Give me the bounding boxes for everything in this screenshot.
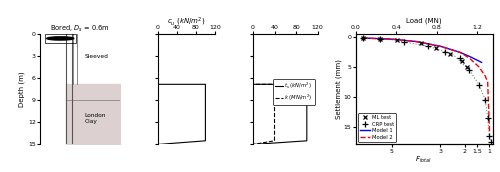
Legend: ML test, CRP test, Model 1, Model 2: ML test, CRP test, Model 1, Model 2 xyxy=(358,113,397,142)
Line: $t_s$ $(kN/m^2)$: $t_s$ $(kN/m^2)$ xyxy=(253,34,307,144)
X-axis label: $F_{total}$: $F_{total}$ xyxy=(416,155,432,165)
Title: Bored, $D_s$ = 0.6m: Bored, $D_s$ = 0.6m xyxy=(50,24,110,34)
Bar xyxy=(45,34,76,43)
Text: Sleeved: Sleeved xyxy=(84,54,108,59)
Legend: $t_s$ $(kN/m^2)$, $k$ $(MN/m^2)$: $t_s$ $(kN/m^2)$, $k$ $(MN/m^2)$ xyxy=(273,79,315,105)
$k$ $(MN/m^2)$ xyxy=(250,143,256,146)
$k$ $(MN/m^2)$ xyxy=(250,33,256,35)
Text: London
Clay: London Clay xyxy=(84,113,106,124)
Line: $k$ $(MN/m^2)$: $k$ $(MN/m^2)$ xyxy=(253,34,274,144)
$k$ $(MN/m^2)$ xyxy=(272,83,278,85)
Y-axis label: Settlement (mm): Settlement (mm) xyxy=(336,60,342,119)
$t_s$ $(kN/m^2)$ xyxy=(304,83,310,85)
$t_s$ $(kN/m^2)$ xyxy=(250,143,256,146)
$t_s$ $(kN/m^2)$ xyxy=(304,140,310,142)
X-axis label: Load (MN): Load (MN) xyxy=(406,17,442,24)
$k$ $(MN/m^2)$ xyxy=(272,140,278,142)
Circle shape xyxy=(47,37,74,40)
$t_s$ $(kN/m^2)$ xyxy=(250,83,256,85)
Y-axis label: Depth (m): Depth (m) xyxy=(18,72,25,107)
$t_s$ $(kN/m^2)$ xyxy=(250,33,256,35)
$k$ $(MN/m^2)$ xyxy=(250,83,256,85)
X-axis label: $c_u$ $(kN/m^2)$: $c_u$ $(kN/m^2)$ xyxy=(167,15,205,28)
